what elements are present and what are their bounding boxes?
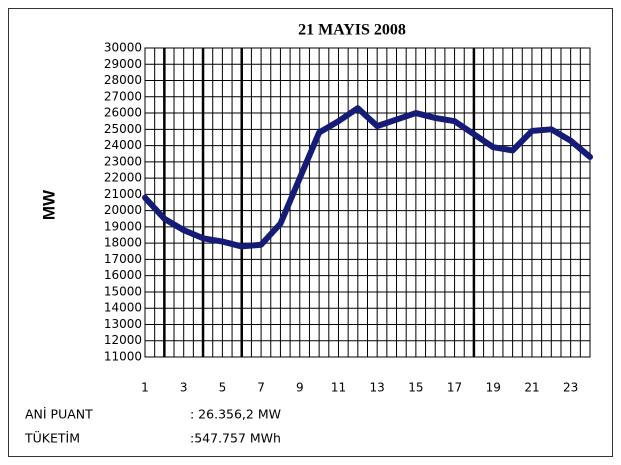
x-tick-label: 17 xyxy=(447,381,462,395)
x-tick-label: 3 xyxy=(180,381,188,395)
x-tick-label: 21 xyxy=(524,381,539,395)
x-tick-label: 7 xyxy=(257,381,265,395)
y-tick-label: 30000 xyxy=(104,41,142,55)
y-tick-label: 28000 xyxy=(104,73,142,87)
x-tick-label: 23 xyxy=(563,381,578,395)
y-tick-label: 12000 xyxy=(104,333,142,347)
x-tick-label: 13 xyxy=(370,381,385,395)
y-tick-label: 22000 xyxy=(104,171,142,185)
x-tick-label: 9 xyxy=(296,381,304,395)
footer-value: :547.757 MWh xyxy=(190,431,281,446)
chart-title: 21 MAYIS 2008 xyxy=(298,22,406,39)
x-tick-label: 15 xyxy=(408,381,423,395)
x-tick-label: 1 xyxy=(141,381,149,395)
y-tick-label: 19000 xyxy=(104,219,142,233)
y-tick-label: 21000 xyxy=(104,187,142,201)
y-tick-label: 25000 xyxy=(104,122,142,136)
y-tick-label: 24000 xyxy=(104,138,142,152)
data-line xyxy=(142,105,593,250)
x-tick-label: 5 xyxy=(219,381,227,395)
y-tick-label: 23000 xyxy=(104,154,142,168)
footer-label: TÜKETİM xyxy=(24,430,80,446)
y-tick-label: 16000 xyxy=(104,268,142,282)
y-tick-label: 14000 xyxy=(104,301,142,315)
y-tick-label: 11000 xyxy=(104,350,142,364)
y-tick-label: 27000 xyxy=(104,89,142,103)
y-tick-label: 20000 xyxy=(104,203,142,217)
x-tick-label: 11 xyxy=(331,381,346,395)
y-tick-label: 17000 xyxy=(104,252,142,266)
y-axis-label: MW xyxy=(39,189,58,220)
x-tick-label: 19 xyxy=(486,381,501,395)
footer-value: : 26.356,2 MW xyxy=(190,407,281,422)
y-tick-label: 26000 xyxy=(104,106,142,120)
y-tick-label: 18000 xyxy=(104,236,142,250)
footer-label: ANİ PUANT xyxy=(25,407,93,422)
y-tick-label: 15000 xyxy=(104,284,142,298)
y-tick-label: 29000 xyxy=(104,57,142,71)
y-tick-label: 13000 xyxy=(104,317,142,331)
